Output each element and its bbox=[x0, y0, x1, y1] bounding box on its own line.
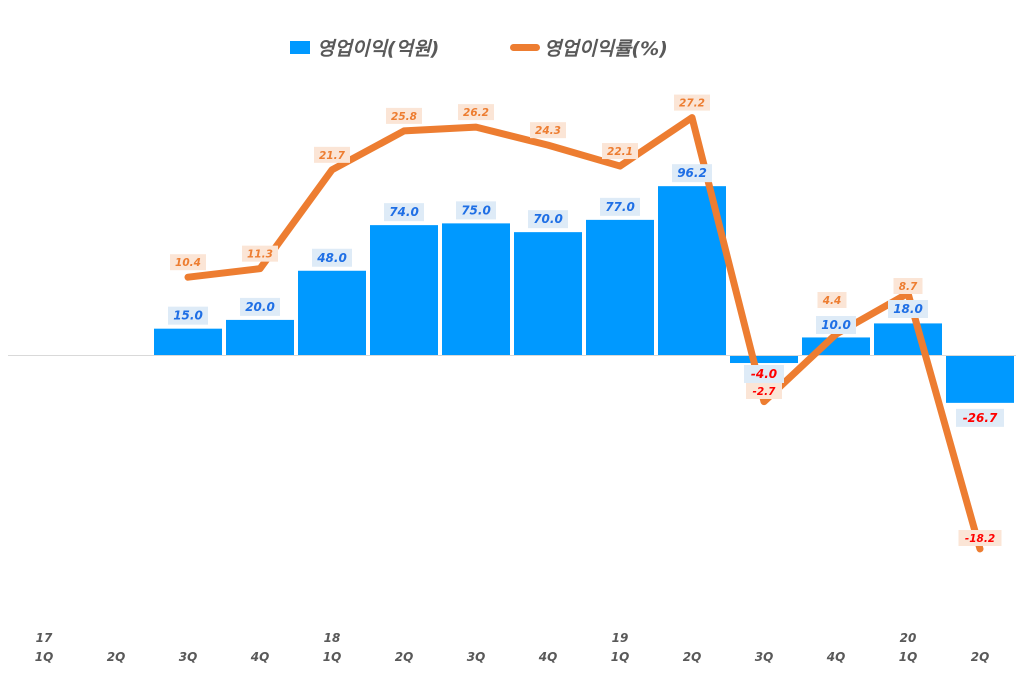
bar-4 bbox=[298, 270, 366, 355]
bar-label-7-bg bbox=[528, 210, 568, 229]
bar-label-11-bg bbox=[816, 316, 856, 334]
bar-3 bbox=[226, 319, 294, 355]
bar-label-2: 15.0 bbox=[173, 309, 203, 323]
line-label-8-bg bbox=[602, 143, 638, 160]
bar-label-9: 96.2 bbox=[677, 166, 707, 180]
line-label-7-bg bbox=[530, 122, 566, 139]
bar-10 bbox=[730, 356, 798, 364]
bar-label-4: 48.0 bbox=[316, 251, 347, 265]
bar-data-labels: 15.0 20.0 48.0 74.0 75.0 70.0 77.0 96.2 -4.0 10.0… bbox=[168, 164, 1004, 427]
line-label-12-bg bbox=[893, 278, 923, 294]
x-tick-year-20: 20 bbox=[899, 631, 917, 645]
x-tick-quarter-3: 4Q bbox=[250, 650, 270, 664]
bar-label-7: 70.0 bbox=[533, 212, 563, 226]
bar-2 bbox=[154, 328, 222, 355]
bar-13 bbox=[946, 356, 1014, 403]
line-data-labels: 10.4 11.3 21.7 25.8 26.2 24.3 22.1 27.2 -2.7 4.4 8… bbox=[170, 94, 1002, 546]
x-tick-quarter-8: 1Q bbox=[610, 650, 630, 664]
legend-item-operating-margin: 영업이익률(%) bbox=[510, 34, 668, 61]
line-label-13-bg bbox=[958, 530, 1002, 546]
bar-series-operating-profit bbox=[154, 186, 1014, 403]
bar-label-11: 10.0 bbox=[821, 318, 851, 332]
line-label-3: 11.3 bbox=[247, 249, 273, 261]
line-label-12: 8.7 bbox=[899, 281, 918, 293]
bar-7 bbox=[514, 232, 582, 355]
x-tick-quarter-6: 3Q bbox=[466, 650, 486, 664]
bar-6 bbox=[442, 223, 510, 355]
x-tick-quarter-13: 2Q bbox=[970, 650, 990, 664]
line-label-9-bg bbox=[674, 94, 710, 111]
line-label-10: -2.7 bbox=[753, 386, 777, 398]
x-tick-year-17: 17 bbox=[35, 631, 53, 645]
bar-label-12: 18.0 bbox=[893, 302, 923, 316]
bar-12 bbox=[874, 323, 942, 355]
bar-label-8-bg bbox=[600, 197, 640, 216]
bar-label-6: 75.0 bbox=[461, 203, 491, 217]
line-label-5: 25.8 bbox=[391, 111, 417, 123]
line-label-11: 4.4 bbox=[822, 295, 842, 307]
line-label-11-bg bbox=[817, 292, 847, 308]
x-tick-quarter-9: 2Q bbox=[682, 650, 702, 664]
bar-label-10-bg bbox=[744, 365, 784, 383]
line-label-4: 21.7 bbox=[319, 150, 346, 162]
x-tick-quarter-0: 1Q bbox=[34, 650, 54, 664]
x-tick-year-18: 18 bbox=[323, 631, 341, 645]
bar-label-4-bg bbox=[312, 248, 352, 267]
bar-label-5-bg bbox=[384, 203, 424, 222]
bar-label-6-bg bbox=[456, 201, 496, 220]
line-label-6: 26.2 bbox=[463, 107, 489, 119]
legend-label-operating-profit: 영업이익(억원) bbox=[317, 38, 440, 60]
line-label-7: 24.3 bbox=[535, 125, 561, 137]
bar-8 bbox=[586, 219, 654, 355]
bar-label-12-bg bbox=[888, 300, 928, 318]
x-tick-year-19: 19 bbox=[611, 631, 629, 645]
line-label-9: 27.2 bbox=[679, 98, 705, 110]
line-label-2-bg bbox=[170, 254, 206, 271]
x-tick-quarter-7: 4Q bbox=[538, 650, 558, 664]
legend-label-operating-margin: 영업이익률(%) bbox=[544, 38, 668, 60]
bar-label-8: 77.0 bbox=[605, 200, 635, 214]
line-label-8: 22.1 bbox=[607, 146, 633, 158]
x-tick-quarter-11: 4Q bbox=[826, 650, 846, 664]
line-label-4-bg bbox=[314, 146, 350, 163]
bar-label-13-bg bbox=[956, 408, 1004, 427]
x-tick-quarter-1: 2Q bbox=[106, 650, 126, 664]
line-label-2: 10.4 bbox=[175, 257, 201, 269]
bar-label-9-bg bbox=[672, 164, 712, 183]
bar-label-13: -26.7 bbox=[963, 411, 998, 425]
bar-5 bbox=[370, 225, 438, 355]
line-label-6-bg bbox=[458, 104, 494, 121]
bar-label-10: -4.0 bbox=[751, 367, 777, 381]
chart-legend: 영업이익(억원) 영업이익률(%) bbox=[0, 34, 1024, 64]
legend-item-operating-profit: 영업이익(억원) bbox=[290, 34, 439, 61]
line-label-10-bg bbox=[746, 383, 782, 399]
x-tick-quarter-4: 1Q bbox=[322, 650, 342, 664]
x-tick-quarter-5: 2Q bbox=[394, 650, 414, 664]
legend-bar-swatch-icon bbox=[290, 41, 310, 54]
line-label-3-bg bbox=[242, 245, 278, 262]
bar-label-2-bg bbox=[168, 306, 208, 325]
bar-label-5: 74.0 bbox=[389, 205, 419, 219]
bar-label-3-bg bbox=[240, 297, 280, 316]
line-label-13: -18.2 bbox=[965, 533, 995, 545]
x-tick-quarter-10: 3Q bbox=[754, 650, 774, 664]
bar-label-3: 20.0 bbox=[245, 300, 275, 314]
legend-line-swatch-icon bbox=[510, 44, 540, 51]
x-tick-quarter-12: 1Q bbox=[898, 650, 918, 664]
line-label-5-bg bbox=[386, 107, 422, 124]
x-tick-quarter-2: 3Q bbox=[178, 650, 198, 664]
